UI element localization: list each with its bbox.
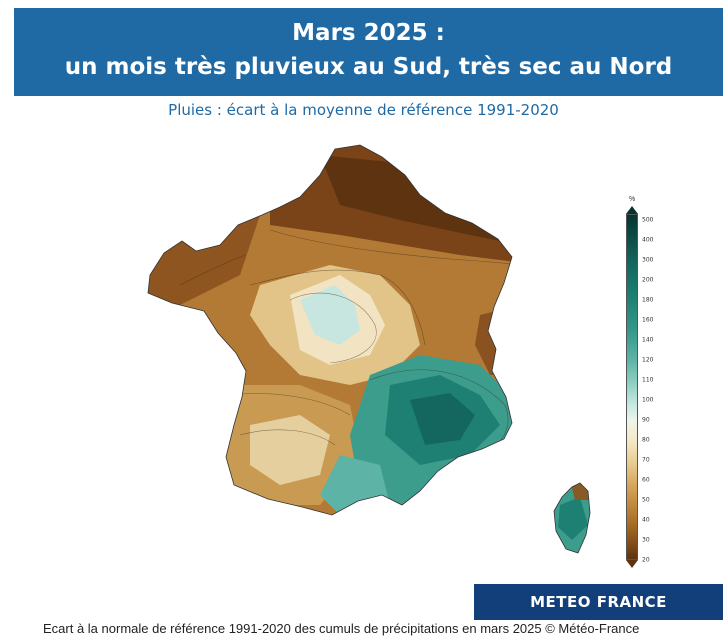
title-line-2: un mois très pluvieux au Sud, très sec a… <box>64 54 673 80</box>
title-line-1: Mars 2025 : <box>292 20 445 46</box>
legend-tick-label: 20 <box>642 556 650 564</box>
title-banner: Mars 2025 : un mois très pluvieux au Sud… <box>14 8 723 96</box>
legend-tick-label: 90 <box>642 416 650 424</box>
legend-tick-label: 200 <box>642 276 654 284</box>
legend-cap-bottom <box>626 560 638 568</box>
legend-tick-label: 80 <box>642 436 650 444</box>
legend-tick-label: 400 <box>642 236 654 244</box>
meteo-france-logo: METEO FRANCE <box>474 584 723 620</box>
corsica-outline <box>553 482 591 554</box>
legend-tick-label: 30 <box>642 536 650 544</box>
map-subtitle: Pluies : écart à la moyenne de référence… <box>168 101 559 119</box>
legend-tick-label: 40 <box>642 516 650 524</box>
france-map-svg <box>147 144 591 554</box>
legend-tick-label: 180 <box>642 296 654 304</box>
legend-tick-label: 60 <box>642 476 650 484</box>
france-outline <box>147 144 513 516</box>
legend-tick-label: 160 <box>642 316 654 324</box>
precipitation-map <box>120 135 620 575</box>
legend-tick-label: 110 <box>642 376 654 384</box>
color-legend: % 500 400 300 200 180 160 140 120 110 100 90 80 70 60… <box>612 196 672 572</box>
legend-tick-label: 100 <box>642 396 654 404</box>
legend-unit: % <box>629 196 636 203</box>
legend-tick-label: 120 <box>642 356 654 364</box>
legend-tick-label: 140 <box>642 336 654 344</box>
mainland-map <box>148 145 512 515</box>
legend-tick-label: 300 <box>642 256 654 264</box>
legend-cap-top <box>626 206 638 214</box>
legend-color-bar <box>626 214 638 560</box>
legend-tick-label: 70 <box>642 456 650 464</box>
legend-tick-label: 50 <box>642 496 650 504</box>
legend-tick-label: 500 <box>642 216 654 224</box>
figure-caption: Ecart à la normale de référence 1991-202… <box>43 621 640 636</box>
